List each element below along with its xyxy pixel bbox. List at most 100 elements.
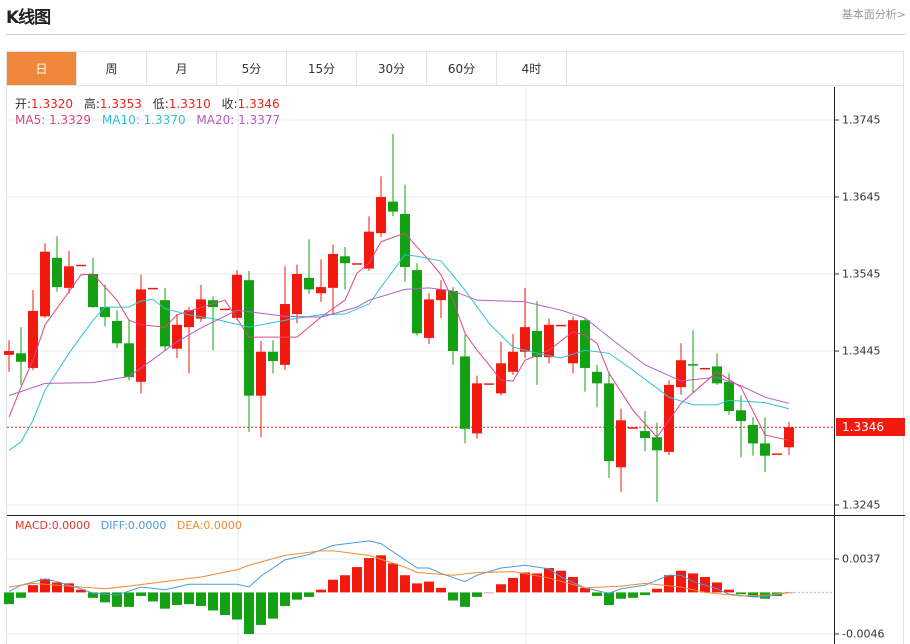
macd-bar bbox=[28, 585, 38, 593]
candle-body bbox=[784, 427, 794, 448]
tab-4hour[interactable]: 4时 bbox=[497, 52, 567, 85]
macd-bar bbox=[280, 592, 290, 606]
macd-bar bbox=[508, 577, 518, 593]
candle-body bbox=[400, 213, 410, 268]
ma20-label: MA20: bbox=[196, 113, 239, 127]
diff-line bbox=[8, 540, 790, 598]
macd-bar bbox=[376, 555, 386, 593]
candle-body bbox=[736, 410, 746, 422]
tab-month[interactable]: 月 bbox=[147, 52, 217, 85]
macd-value: 0.0000 bbox=[51, 519, 91, 532]
candle-body bbox=[280, 304, 290, 365]
macd-bar bbox=[316, 589, 326, 593]
macd-bar bbox=[208, 592, 218, 611]
candle-body bbox=[760, 443, 770, 456]
macd-bar bbox=[496, 584, 506, 593]
candle-body bbox=[100, 307, 110, 318]
macd-bar bbox=[40, 578, 50, 593]
macd-bar bbox=[580, 587, 590, 593]
candle-body bbox=[448, 290, 458, 351]
tab-15min[interactable]: 15分 bbox=[287, 52, 357, 85]
candle-body bbox=[604, 383, 614, 462]
macd-bar bbox=[328, 579, 338, 593]
tab-week[interactable]: 周 bbox=[77, 52, 147, 85]
candle-body bbox=[64, 266, 74, 288]
candle-body bbox=[148, 287, 158, 290]
macd-bar bbox=[748, 592, 758, 597]
ma20-value: 1.3377 bbox=[238, 113, 281, 127]
candle-body bbox=[628, 427, 638, 429]
candle-body bbox=[52, 257, 62, 288]
candle-body bbox=[436, 289, 446, 301]
macd-bar bbox=[616, 592, 626, 599]
period-tabs: 日 周 月 5分 15分 30分 60分 4时 bbox=[6, 51, 904, 86]
candle-body bbox=[376, 197, 386, 234]
fundamental-analysis-link[interactable]: 基本面分析> bbox=[841, 8, 906, 21]
ma10-line bbox=[8, 254, 790, 451]
ohlc-info: 开:1.3320 高:1.3353 低:1.3310 收:1.3346 bbox=[15, 95, 280, 112]
candle-body bbox=[316, 287, 326, 294]
macd-bar bbox=[520, 572, 530, 593]
macd-bar bbox=[460, 592, 470, 607]
macd-bar bbox=[52, 582, 62, 593]
macd-bar bbox=[544, 567, 554, 593]
tab-day[interactable]: 日 bbox=[7, 52, 77, 85]
candle-body bbox=[568, 320, 578, 364]
candle-body bbox=[292, 274, 302, 315]
macd-bar bbox=[436, 587, 446, 593]
macd-info: MACD:0.0000 DIFF:0.0000 DEA:0.0000 bbox=[15, 519, 242, 532]
macd-bar bbox=[652, 588, 662, 593]
open-value: 1.3320 bbox=[31, 97, 74, 111]
candle-body bbox=[544, 324, 554, 358]
macd-bar bbox=[364, 558, 374, 593]
price-tick-label: 1.3445 bbox=[842, 344, 881, 358]
macd-bar bbox=[256, 592, 266, 625]
tab-5min[interactable]: 5分 bbox=[217, 52, 287, 85]
macd-bar bbox=[388, 563, 398, 593]
diff-value: 0.0000 bbox=[127, 519, 167, 532]
macd-bar bbox=[424, 581, 434, 593]
candle-body bbox=[700, 367, 710, 370]
candle-body bbox=[688, 364, 698, 366]
macd-bar bbox=[448, 592, 458, 601]
candle-body bbox=[532, 330, 542, 358]
ma10-label: MA10: bbox=[101, 113, 144, 127]
candle-body bbox=[340, 256, 350, 264]
candle-body bbox=[748, 424, 758, 444]
candle-body bbox=[364, 231, 374, 269]
candle-body bbox=[256, 351, 266, 396]
candle-body bbox=[4, 351, 14, 355]
divider bbox=[6, 34, 905, 35]
candle-body bbox=[592, 371, 602, 384]
macd-bar bbox=[268, 592, 278, 619]
candle-body bbox=[268, 351, 278, 362]
price-tick-label: 1.3545 bbox=[842, 267, 881, 281]
price-tick-label: 1.3745 bbox=[842, 113, 881, 127]
macd-bar bbox=[736, 592, 746, 595]
ma20-line bbox=[8, 287, 790, 404]
tab-30min[interactable]: 30分 bbox=[357, 52, 427, 85]
macd-bar bbox=[124, 592, 134, 607]
macd-bar bbox=[640, 592, 650, 596]
macd-bar bbox=[112, 592, 122, 607]
dea-line bbox=[8, 550, 790, 597]
dea-value: 0.0000 bbox=[203, 519, 242, 532]
current-price-label: 1.3346 bbox=[836, 418, 905, 436]
macd-bar bbox=[532, 573, 542, 593]
candle-body bbox=[328, 253, 338, 288]
macd-bar bbox=[664, 575, 674, 593]
macd-tick-label: -0.0046 bbox=[842, 627, 885, 641]
macd-bar bbox=[76, 589, 86, 593]
candle-body bbox=[556, 324, 566, 327]
candle-body bbox=[88, 274, 98, 308]
macd-bar bbox=[232, 592, 242, 620]
candle-body bbox=[40, 251, 50, 317]
candle-body bbox=[28, 310, 38, 368]
ma5-label: MA5: bbox=[15, 113, 50, 127]
macd-bar bbox=[412, 583, 422, 593]
candle-body bbox=[460, 356, 470, 429]
candle-body bbox=[676, 360, 686, 388]
tab-60min[interactable]: 60分 bbox=[427, 52, 497, 85]
candle-body bbox=[412, 270, 422, 334]
